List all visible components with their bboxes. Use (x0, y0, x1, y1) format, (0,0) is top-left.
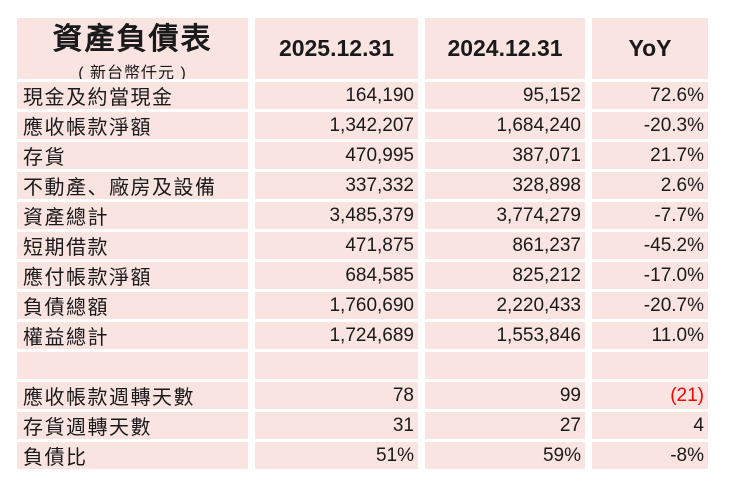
spacer-cell (255, 352, 418, 379)
table-subtitle: ( 新台幣仟元 ) (78, 65, 187, 79)
value-yoy: 2.6% (592, 172, 708, 199)
spacer-cell (592, 352, 708, 379)
value-2024: 3,774,279 (425, 202, 585, 229)
value-2024: 2,220,433 (425, 292, 585, 319)
value-2024: 328,898 (425, 172, 585, 199)
value-yoy: -45.2% (592, 232, 708, 259)
value-yoy: (21) (592, 382, 708, 409)
value-yoy: -17.0% (592, 262, 708, 289)
row-label: 存貨 (17, 142, 248, 169)
column-header-yoy: YoY (592, 18, 708, 79)
value-yoy: -20.3% (592, 112, 708, 139)
value-2024: 825,212 (425, 262, 585, 289)
value-2025: 470,995 (255, 142, 418, 169)
value-2025: 78 (255, 382, 418, 409)
value-2025: 1,760,690 (255, 292, 418, 319)
value-2025: 337,332 (255, 172, 418, 199)
value-2024: 1,553,846 (425, 322, 585, 349)
value-yoy: 11.0% (592, 322, 708, 349)
row-label: 不動產、廠房及設備 (17, 172, 248, 199)
value-2024: 59% (425, 442, 585, 469)
spacer-cell (17, 352, 248, 379)
column-header-2025: 2025.12.31 (255, 18, 418, 79)
value-yoy: -20.7% (592, 292, 708, 319)
value-yoy: -8% (592, 442, 708, 469)
value-2025: 684,585 (255, 262, 418, 289)
value-2025: 31 (255, 412, 418, 439)
value-yoy: 4 (592, 412, 708, 439)
row-label: 負債比 (17, 442, 248, 469)
row-label: 資產總計 (17, 202, 248, 229)
spacer-cell (425, 352, 585, 379)
value-2025: 1,342,207 (255, 112, 418, 139)
row-label: 負債總額 (17, 292, 248, 319)
row-label: 應收帳款淨額 (17, 112, 248, 139)
row-label: 權益總計 (17, 322, 248, 349)
value-yoy: -7.7% (592, 202, 708, 229)
balance-sheet-table: 資產負債表 ( 新台幣仟元 ) 2025.12.31 2024.12.31 Yo… (17, 18, 708, 469)
value-2025: 51% (255, 442, 418, 469)
row-label: 應收帳款週轉天數 (17, 382, 248, 409)
balance-sheet: 資產負債表 ( 新台幣仟元 ) 2025.12.31 2024.12.31 Yo… (17, 18, 708, 469)
value-2024: 861,237 (425, 232, 585, 259)
value-2024: 387,071 (425, 142, 585, 169)
column-header-2024: 2024.12.31 (425, 18, 585, 79)
table-title: 資產負債表 (52, 23, 213, 56)
row-label: 應付帳款淨額 (17, 262, 248, 289)
value-2024: 27 (425, 412, 585, 439)
value-2025: 471,875 (255, 232, 418, 259)
value-2025: 1,724,689 (255, 322, 418, 349)
value-2025: 3,485,379 (255, 202, 418, 229)
value-2024: 95,152 (425, 82, 585, 109)
value-yoy: 21.7% (592, 142, 708, 169)
value-2025: 164,190 (255, 82, 418, 109)
row-label: 存貨週轉天數 (17, 412, 248, 439)
value-2024: 99 (425, 382, 585, 409)
row-label: 短期借款 (17, 232, 248, 259)
value-yoy: 72.6% (592, 82, 708, 109)
row-label: 現金及約當現金 (17, 82, 248, 109)
table-title-cell: 資產負債表 ( 新台幣仟元 ) (17, 18, 248, 79)
value-2024: 1,684,240 (425, 112, 585, 139)
